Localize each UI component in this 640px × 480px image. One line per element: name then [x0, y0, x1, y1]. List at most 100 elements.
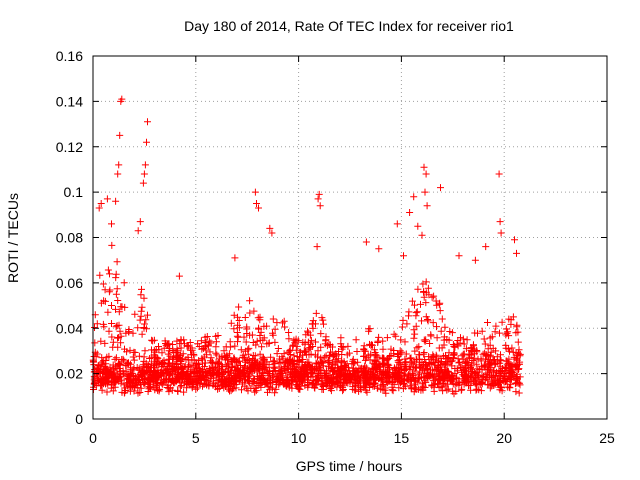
data-point [261, 381, 269, 388]
data-point [241, 362, 249, 370]
x-tick-label: 25 [599, 430, 615, 446]
data-point [252, 387, 260, 395]
data-point [91, 339, 99, 347]
data-point [307, 336, 315, 344]
data-point [376, 363, 384, 371]
data-point [367, 367, 375, 375]
data-point [440, 369, 448, 377]
data-point [160, 363, 168, 371]
data-point [478, 376, 486, 384]
data-point [481, 340, 489, 348]
data-point [379, 345, 387, 353]
data-point [372, 362, 380, 370]
data-point [284, 348, 292, 356]
data-point [334, 380, 342, 388]
data-point [259, 364, 267, 372]
data-point [276, 371, 284, 379]
data-point [186, 339, 194, 346]
data-point [312, 376, 320, 384]
data-point [232, 384, 240, 392]
data-point [257, 383, 265, 391]
data-point [360, 365, 367, 373]
data-point [262, 363, 270, 371]
data-point [115, 334, 123, 341]
data-point [489, 356, 497, 364]
data-point [280, 317, 288, 325]
data-point [234, 338, 241, 346]
data-point [430, 361, 438, 369]
data-point [95, 361, 103, 369]
data-point [437, 327, 445, 335]
chart-title: Day 180 of 2014, Rate Of TEC Index for r… [184, 18, 514, 34]
data-point [401, 338, 409, 346]
data-point [126, 346, 134, 354]
data-point [229, 358, 237, 366]
data-point [355, 387, 363, 395]
data-point [513, 365, 521, 373]
data-point [175, 272, 183, 280]
data-point [212, 332, 220, 340]
data-point [366, 325, 374, 333]
data-point [165, 388, 173, 396]
data-point [451, 381, 459, 389]
data-point [329, 366, 337, 374]
data-point [187, 346, 194, 354]
data-point [496, 218, 504, 226]
data-point [504, 375, 512, 382]
data-point [144, 388, 152, 395]
data-point [209, 364, 217, 372]
x-axis-label: GPS time / hours [296, 458, 403, 474]
data-point [214, 360, 222, 368]
data-point [314, 195, 322, 203]
data-point [338, 343, 345, 350]
data-point [108, 241, 116, 249]
data-point [121, 345, 128, 353]
data-point [226, 368, 234, 376]
data-point [216, 364, 223, 372]
data-point [428, 366, 436, 374]
data-point [134, 227, 142, 235]
data-point [422, 278, 430, 286]
data-point [360, 342, 368, 350]
data-point [435, 344, 443, 352]
data-point [144, 311, 151, 319]
data-point [136, 218, 144, 226]
data-point [474, 365, 482, 373]
data-point [199, 356, 206, 364]
data-point [292, 346, 300, 354]
data-point [173, 361, 181, 368]
data-point [230, 378, 238, 386]
data-point [239, 354, 247, 362]
data-point [345, 369, 353, 377]
y-tick-label: 0.04 [56, 320, 83, 336]
data-point [383, 334, 391, 342]
data-point [96, 271, 104, 279]
data-point [406, 382, 414, 390]
data-point [125, 359, 132, 367]
data-point [381, 386, 389, 394]
data-point [166, 345, 174, 352]
data-point [285, 335, 293, 343]
data-point [437, 184, 444, 192]
data-point [126, 378, 134, 386]
data-point [433, 323, 440, 331]
data-point [488, 333, 496, 341]
data-point [418, 317, 425, 325]
data-point [239, 366, 247, 374]
data-point [100, 357, 108, 364]
data-point [360, 353, 368, 360]
data-point [438, 315, 446, 323]
data-point [325, 356, 332, 364]
data-point [379, 381, 387, 389]
data-point [93, 350, 101, 358]
y-tick-label: 0 [75, 411, 83, 427]
data-point [312, 309, 320, 317]
data-point [424, 284, 432, 292]
data-point [428, 354, 436, 362]
data-point [98, 386, 106, 394]
data-point [512, 388, 520, 396]
data-point [304, 373, 312, 381]
data-point [141, 161, 149, 169]
data-point [361, 370, 369, 378]
data-point [212, 338, 220, 346]
